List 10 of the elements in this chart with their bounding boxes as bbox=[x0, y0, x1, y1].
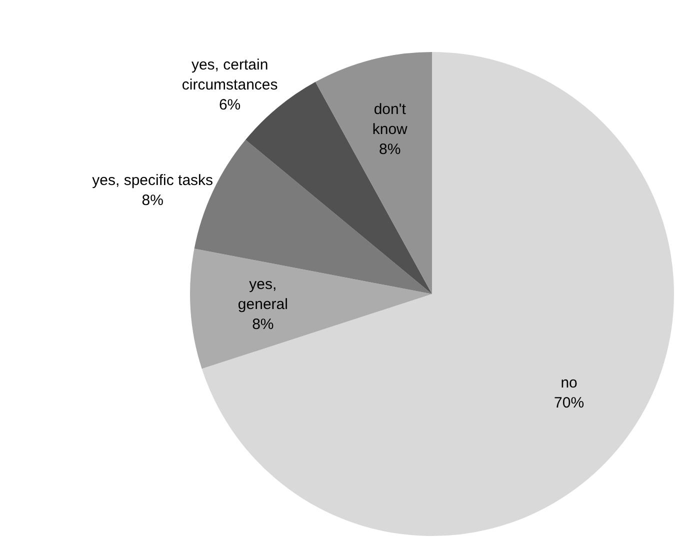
data-label: 70% bbox=[554, 394, 584, 412]
slice-label: yes, certain circumstances bbox=[182, 56, 278, 94]
data-label: 8% bbox=[142, 192, 164, 210]
slice-label: no bbox=[560, 374, 578, 392]
slice-label: yes, general bbox=[238, 276, 288, 313]
data-label: 6% bbox=[218, 96, 241, 114]
data-label: 8% bbox=[379, 141, 401, 158]
slice-label: yes, specific tasks bbox=[92, 172, 214, 190]
data-label: 8% bbox=[252, 316, 274, 333]
slice-label: don't know bbox=[372, 101, 408, 138]
